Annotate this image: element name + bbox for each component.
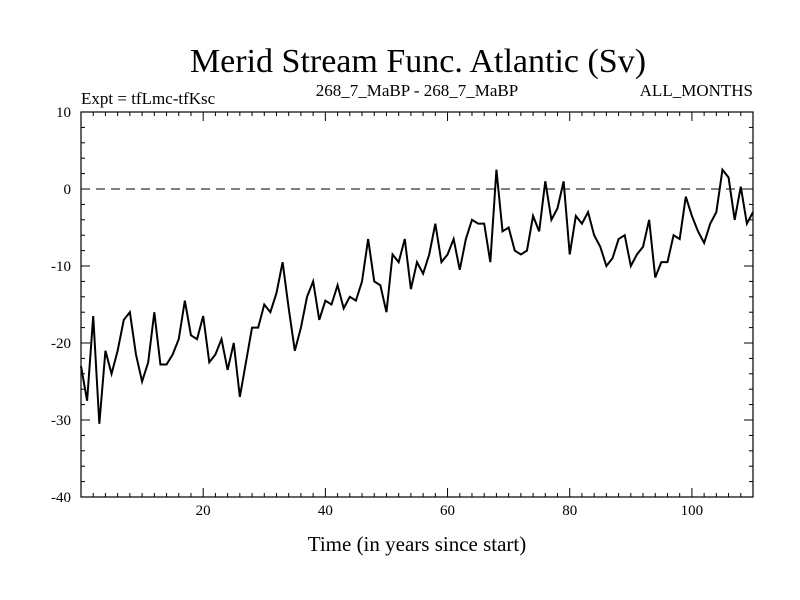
x-tick-label: 80 [562, 503, 577, 519]
y-tick-label: -40 [51, 490, 71, 506]
ticks [81, 112, 753, 497]
experiment-label: Expt = tfLmc-tfKsc [81, 89, 216, 108]
x-tick-label: 60 [440, 503, 455, 519]
x-axis-label: Time (in years since start) [308, 532, 527, 556]
x-tick-label: 100 [681, 503, 704, 519]
chart: Merid Stream Func. Atlantic (Sv) Expt = … [0, 0, 800, 600]
chart-title: Merid Stream Func. Atlantic (Sv) [190, 43, 646, 80]
y-tick-label: -10 [51, 259, 71, 275]
y-tick-label: 10 [56, 105, 71, 121]
run-label: 268_7_MaBP - 268_7_MaBP [316, 81, 518, 100]
y-tick-label: -20 [51, 336, 71, 352]
y-tick-label: 0 [64, 182, 72, 198]
plot-frame [81, 112, 753, 497]
x-tick-label: 40 [318, 503, 333, 519]
x-tick-label: 20 [196, 503, 211, 519]
months-label: ALL_MONTHS [640, 81, 753, 100]
series-group [81, 170, 753, 424]
y-tick-label: -30 [51, 413, 71, 429]
axes [81, 112, 753, 497]
series-line [81, 170, 753, 424]
